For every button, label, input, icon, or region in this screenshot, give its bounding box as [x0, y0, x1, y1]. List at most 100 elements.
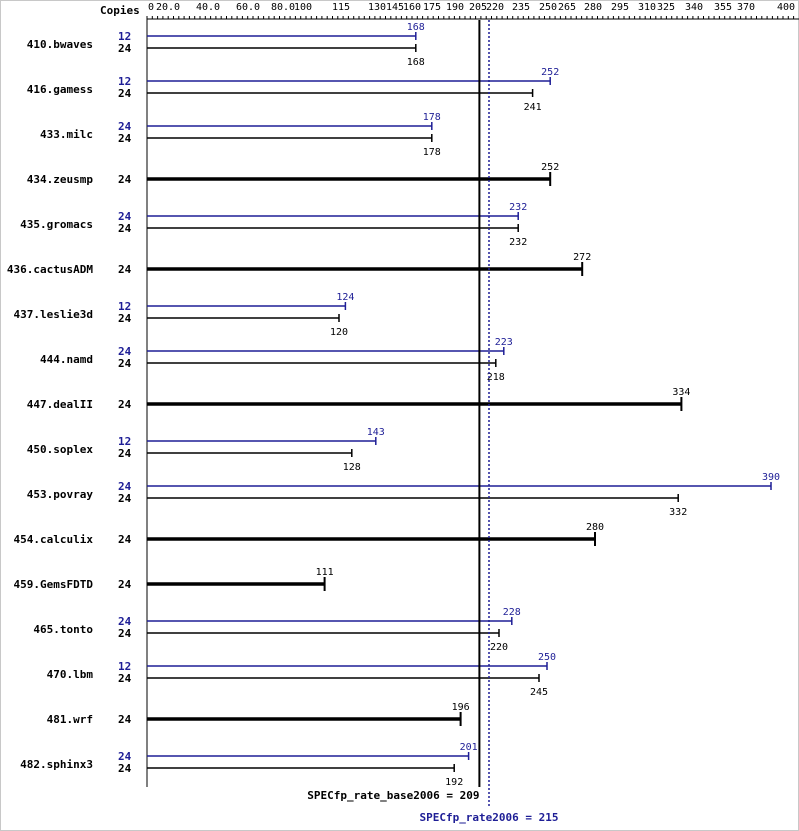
benchmark-row: 433.milc 24 178 24 178	[40, 112, 441, 158]
base-value-label: 192	[445, 777, 463, 788]
benchmark-name: 410.bwaves	[27, 38, 93, 51]
base-value-label: 220	[490, 642, 508, 653]
x-tick-label: 0	[148, 2, 154, 13]
benchmark-name: 436.cactusADM	[7, 263, 93, 276]
peak-value-label: 223	[495, 337, 513, 348]
base-copies-label: 24	[118, 627, 132, 640]
x-tick-label: 205	[469, 2, 487, 13]
benchmark-name: 435.gromacs	[20, 218, 93, 231]
peak-copies-label: 12	[118, 435, 131, 448]
x-tick-label: 370	[737, 2, 755, 13]
benchmark-name: 434.zeusmp	[27, 173, 94, 186]
x-tick-label: 115	[332, 2, 350, 13]
peak-value-label: 390	[762, 472, 780, 483]
benchmark-name: 444.namd	[40, 353, 93, 366]
benchmark-row: 435.gromacs 24 232 24 232	[20, 202, 527, 248]
x-tick-label: 220	[486, 2, 504, 13]
base-summary-label: SPECfp_rate_base2006 = 209	[307, 789, 479, 802]
benchmark-name: 447.dealII	[27, 398, 93, 411]
benchmark-row: 482.sphinx3 24 201 24 192	[20, 742, 477, 788]
peak-copies-label: 12	[118, 30, 131, 43]
benchmark-name: 482.sphinx3	[20, 758, 93, 771]
base-value-label: 178	[423, 147, 441, 158]
base-value-label: 332	[669, 507, 687, 518]
base-copies-label: 24	[118, 222, 132, 235]
peak-value-label: 252	[541, 67, 559, 78]
x-tick-label: 280	[584, 2, 602, 13]
benchmark-name: 416.gamess	[27, 83, 93, 96]
x-tick-label: 175	[423, 2, 441, 13]
benchmark-name: 465.tonto	[33, 623, 93, 636]
base-value-label: 111	[316, 567, 334, 578]
peak-value-label: 178	[423, 112, 441, 123]
base-value-label: 241	[524, 102, 542, 113]
benchmark-name: 470.lbm	[47, 668, 94, 681]
benchmark-row: 437.leslie3d 12 124 24 120	[14, 292, 355, 338]
benchmark-row: 444.namd 24 223 24 218	[40, 337, 513, 383]
peak-copies-label: 12	[118, 75, 131, 88]
base-value-label: 232	[509, 237, 527, 248]
base-copies-label: 24	[118, 312, 132, 325]
benchmark-name: 459.GemsFDTD	[14, 578, 94, 591]
x-tick-label: 310	[638, 2, 656, 13]
x-tick-label: 295	[611, 2, 629, 13]
x-tick-label: 235	[512, 2, 530, 13]
base-value-label: 128	[343, 462, 361, 473]
base-copies-label: 24	[118, 533, 132, 546]
benchmark-name: 454.calculix	[14, 533, 94, 546]
base-value-label: 245	[530, 687, 548, 698]
benchmark-row: 416.gamess 12 252 24 241	[27, 67, 559, 113]
peak-copies-label: 24	[118, 210, 132, 223]
base-copies-label: 24	[118, 398, 132, 411]
benchmark-row: 453.povray 24 390 24 332	[27, 472, 780, 518]
x-tick-label: 80.0	[271, 2, 295, 13]
base-copies-label: 24	[118, 263, 132, 276]
peak-copies-label: 12	[118, 660, 131, 673]
base-copies-label: 24	[118, 492, 132, 505]
summary-lines: SPECfp_rate_base2006 = 209 SPECfp_rate20…	[307, 20, 559, 824]
x-tick-label: 190	[446, 2, 464, 13]
benchmark-name: 437.leslie3d	[14, 308, 93, 321]
peak-copies-label: 24	[118, 480, 132, 493]
peak-value-label: 143	[367, 427, 385, 438]
benchmark-row: 436.cactusADM 24 272	[7, 252, 591, 276]
benchmark-row: 454.calculix 24 280	[14, 522, 604, 546]
copies-header: Copies	[100, 4, 140, 17]
base-copies-label: 24	[118, 87, 132, 100]
base-copies-label: 24	[118, 173, 132, 186]
benchmark-row: 481.wrf 24 196	[47, 702, 470, 726]
base-value-label: 120	[330, 327, 348, 338]
peak-summary-label: SPECfp_rate2006 = 215	[419, 811, 558, 824]
base-value-label: 280	[586, 522, 604, 533]
benchmark-row: 447.dealII 24 334	[27, 387, 690, 411]
x-tick-label: 250	[539, 2, 557, 13]
benchmark-name: 450.soplex	[27, 443, 94, 456]
base-value-label: 272	[573, 252, 591, 263]
base-value-label: 334	[672, 387, 690, 398]
peak-copies-label: 24	[118, 615, 132, 628]
base-copies-label: 24	[118, 132, 132, 145]
benchmark-row: 465.tonto 24 228 24 220	[33, 607, 520, 653]
base-copies-label: 24	[118, 42, 132, 55]
benchmark-row: 459.GemsFDTD 24 111	[14, 567, 334, 591]
x-tick-label: 130	[368, 2, 386, 13]
benchmark-name: 433.milc	[40, 128, 93, 141]
benchmark-rows: 410.bwaves1216824168416.gamess1225224241…	[7, 22, 780, 788]
x-tick-label: 325	[657, 2, 675, 13]
benchmark-row: 434.zeusmp 24 252	[27, 162, 559, 186]
benchmark-name: 453.povray	[27, 488, 94, 501]
peak-copies-label: 12	[118, 300, 131, 313]
peak-value-label: 250	[538, 652, 556, 663]
base-copies-label: 24	[118, 447, 132, 460]
x-tick-label: 355	[714, 2, 732, 13]
x-tick-label: 265	[558, 2, 576, 13]
peak-copies-label: 24	[118, 120, 132, 133]
peak-value-label: 168	[407, 22, 425, 33]
x-tick-label: 60.0	[236, 2, 260, 13]
benchmark-row: 410.bwaves 12 168 24 168	[27, 22, 425, 68]
base-value-label: 168	[407, 57, 425, 68]
base-copies-label: 24	[118, 578, 132, 591]
